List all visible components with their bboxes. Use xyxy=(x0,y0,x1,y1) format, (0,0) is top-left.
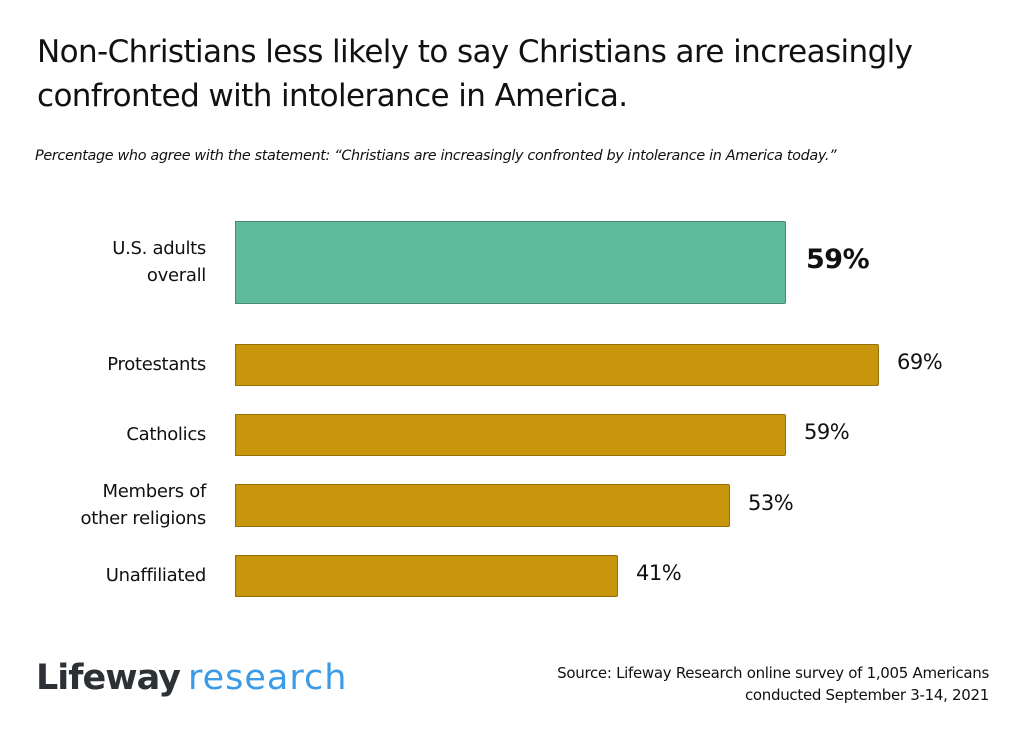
value-label: 59% xyxy=(806,243,870,275)
bar xyxy=(235,221,786,304)
category-label: Catholics xyxy=(126,421,206,448)
value-label: 41% xyxy=(636,561,682,585)
chart-title: Non-Christians less likely to say Christ… xyxy=(37,34,913,114)
source-line-2: conducted September 3-14, 2021 xyxy=(744,686,989,704)
category-label-line: overall xyxy=(146,264,206,286)
chart-subtitle: Percentage who agree with the statement:… xyxy=(35,148,837,164)
bar xyxy=(235,344,879,386)
category-label: U.S. adults overall xyxy=(112,235,206,289)
bar xyxy=(235,555,618,597)
category-label-line: Unaffiliated xyxy=(105,564,207,586)
category-label-line: Catholics xyxy=(126,423,206,445)
value-label: 59% xyxy=(804,420,850,444)
category-label-line: U.S. adults xyxy=(112,237,206,259)
category-label-line: Protestants xyxy=(107,353,206,375)
value-label: 53% xyxy=(748,490,794,515)
bar xyxy=(235,484,730,527)
logo-research: research xyxy=(187,658,348,698)
category-label: Unaffiliated xyxy=(105,562,207,589)
logo-lifeway: Lifeway xyxy=(36,658,181,698)
bar xyxy=(235,414,786,456)
category-label: Protestants xyxy=(107,351,206,378)
source-line-1: Source: Lifeway Research online survey o… xyxy=(557,664,989,682)
category-label-line: other religions xyxy=(80,507,207,529)
source-note: Source: Lifeway Research online survey o… xyxy=(557,662,989,706)
value-label: 69% xyxy=(897,350,943,374)
lifeway-research-logo: Lifeway research xyxy=(36,658,347,698)
category-label-line: Members of xyxy=(102,480,207,502)
category-label: Members of other religions xyxy=(80,478,207,532)
